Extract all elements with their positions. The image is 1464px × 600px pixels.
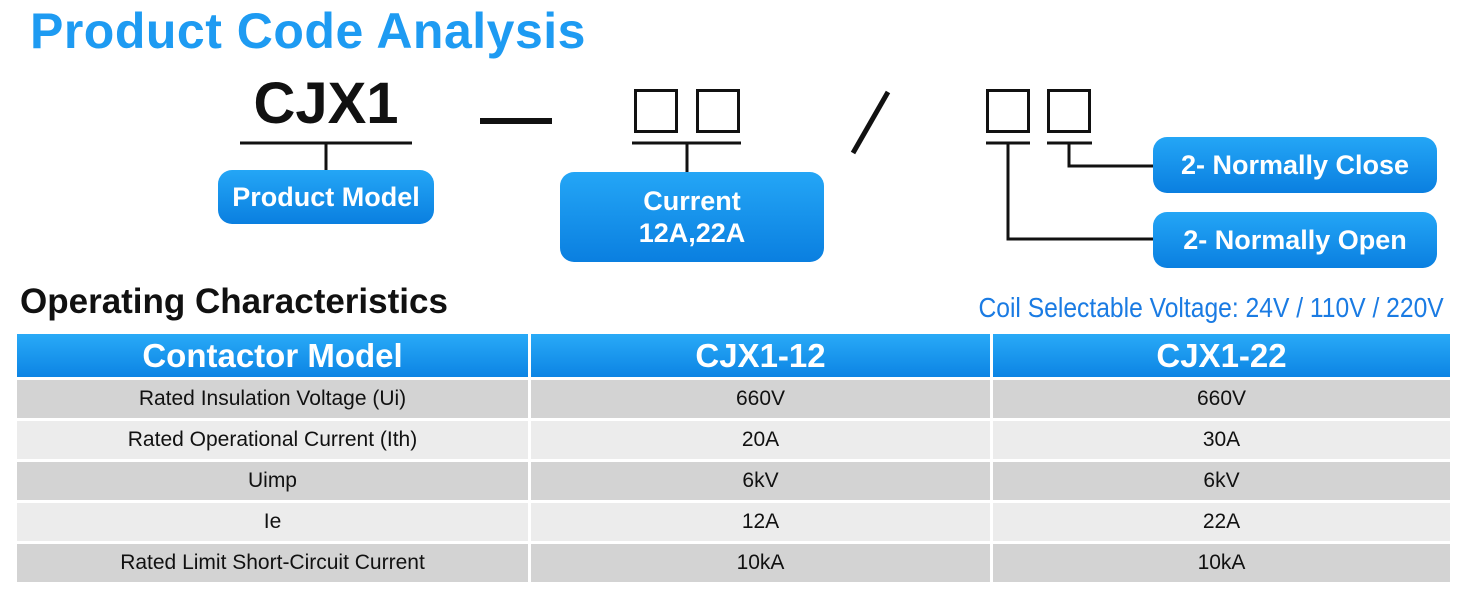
table-row: Rated Insulation Voltage (Ui) 660V 660V xyxy=(17,380,1450,418)
table-cell: Rated Operational Current (Ith) xyxy=(17,421,528,459)
current-digit-box-2 xyxy=(696,89,740,133)
section-title: Operating Characteristics xyxy=(20,282,448,321)
table-row: Rated Limit Short-Circuit Current 10kA 1… xyxy=(17,544,1450,582)
slash-separator xyxy=(850,90,891,155)
characteristics-table: Contactor Model CJX1-12 CJX1-22 Rated In… xyxy=(14,331,1453,585)
table-row: Ie 12A 22A xyxy=(17,503,1450,541)
current-label: Current 12A,22A xyxy=(560,172,824,262)
table-cell: 660V xyxy=(531,380,990,418)
table-cell: 10kA xyxy=(531,544,990,582)
table-cell: Uimp xyxy=(17,462,528,500)
contact-digit-box-1 xyxy=(986,89,1030,133)
model-code: CJX1 xyxy=(253,71,399,136)
table-header-row: Contactor Model CJX1-12 CJX1-22 xyxy=(17,334,1450,377)
nc-connector xyxy=(1067,143,1155,168)
table-cell: 660V xyxy=(993,380,1450,418)
table-header: Contactor Model xyxy=(17,334,528,377)
table-cell: Ie xyxy=(17,503,528,541)
current-label-values: 12A,22A xyxy=(638,218,746,248)
contact-digit-box-2 xyxy=(1047,89,1091,133)
code-diagram-lines xyxy=(240,90,1155,241)
normally-close-label: 2- Normally Close xyxy=(1153,137,1437,193)
normally-open-label: 2- Normally Open xyxy=(1153,212,1437,268)
product-model-label: Product Model xyxy=(218,170,434,224)
table-row: Uimp 6kV 6kV xyxy=(17,462,1450,500)
table-header: CJX1-22 xyxy=(993,334,1450,377)
table-cell: Rated Limit Short-Circuit Current xyxy=(17,544,528,582)
table-cell: 30A xyxy=(993,421,1450,459)
table-header: CJX1-12 xyxy=(531,334,990,377)
coil-voltage-note: Coil Selectable Voltage: 24V / 110V / 22… xyxy=(978,292,1444,323)
page-title: Product Code Analysis xyxy=(30,3,586,59)
current-digit-box-1 xyxy=(634,89,678,133)
table-cell: 22A xyxy=(993,503,1450,541)
no-connector xyxy=(1006,143,1155,241)
table-cell: 6kV xyxy=(993,462,1450,500)
table-row: Rated Operational Current (Ith) 20A 30A xyxy=(17,421,1450,459)
current-label-title: Current xyxy=(643,185,741,216)
table-cell: Rated Insulation Voltage (Ui) xyxy=(17,380,528,418)
table-cell: 12A xyxy=(531,503,990,541)
table-cell: 6kV xyxy=(531,462,990,500)
table-cell: 10kA xyxy=(993,544,1450,582)
table-cell: 20A xyxy=(531,421,990,459)
